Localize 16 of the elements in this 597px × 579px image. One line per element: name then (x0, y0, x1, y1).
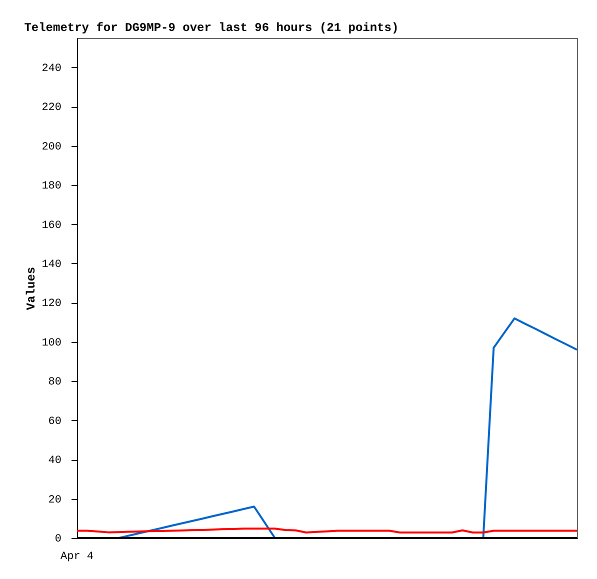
y-tick-label: 200 (42, 141, 62, 154)
y-tick-label: 20 (48, 494, 62, 506)
y-tick-label: 40 (48, 455, 62, 468)
y-tick-label: 160 (42, 220, 62, 232)
y-tick-label: 220 (42, 102, 62, 114)
text: Apr 4 (60, 551, 94, 563)
y-tick-label: 100 (42, 337, 62, 350)
y-axis-title: Values (24, 266, 39, 310)
y-tick-label: 140 (42, 258, 62, 271)
y-tick-label: 0 (54, 534, 62, 546)
y-tick-label: 80 (48, 376, 62, 389)
y-tick-label: 240 (42, 62, 62, 75)
chart-title: Telemetry for DG9MP-9 over last 96 hours (21 points) (24, 21, 399, 35)
y-tick-label: 60 (48, 416, 62, 428)
y-tick-label: 180 (42, 180, 62, 193)
y-tick-label: 120 (42, 298, 62, 310)
